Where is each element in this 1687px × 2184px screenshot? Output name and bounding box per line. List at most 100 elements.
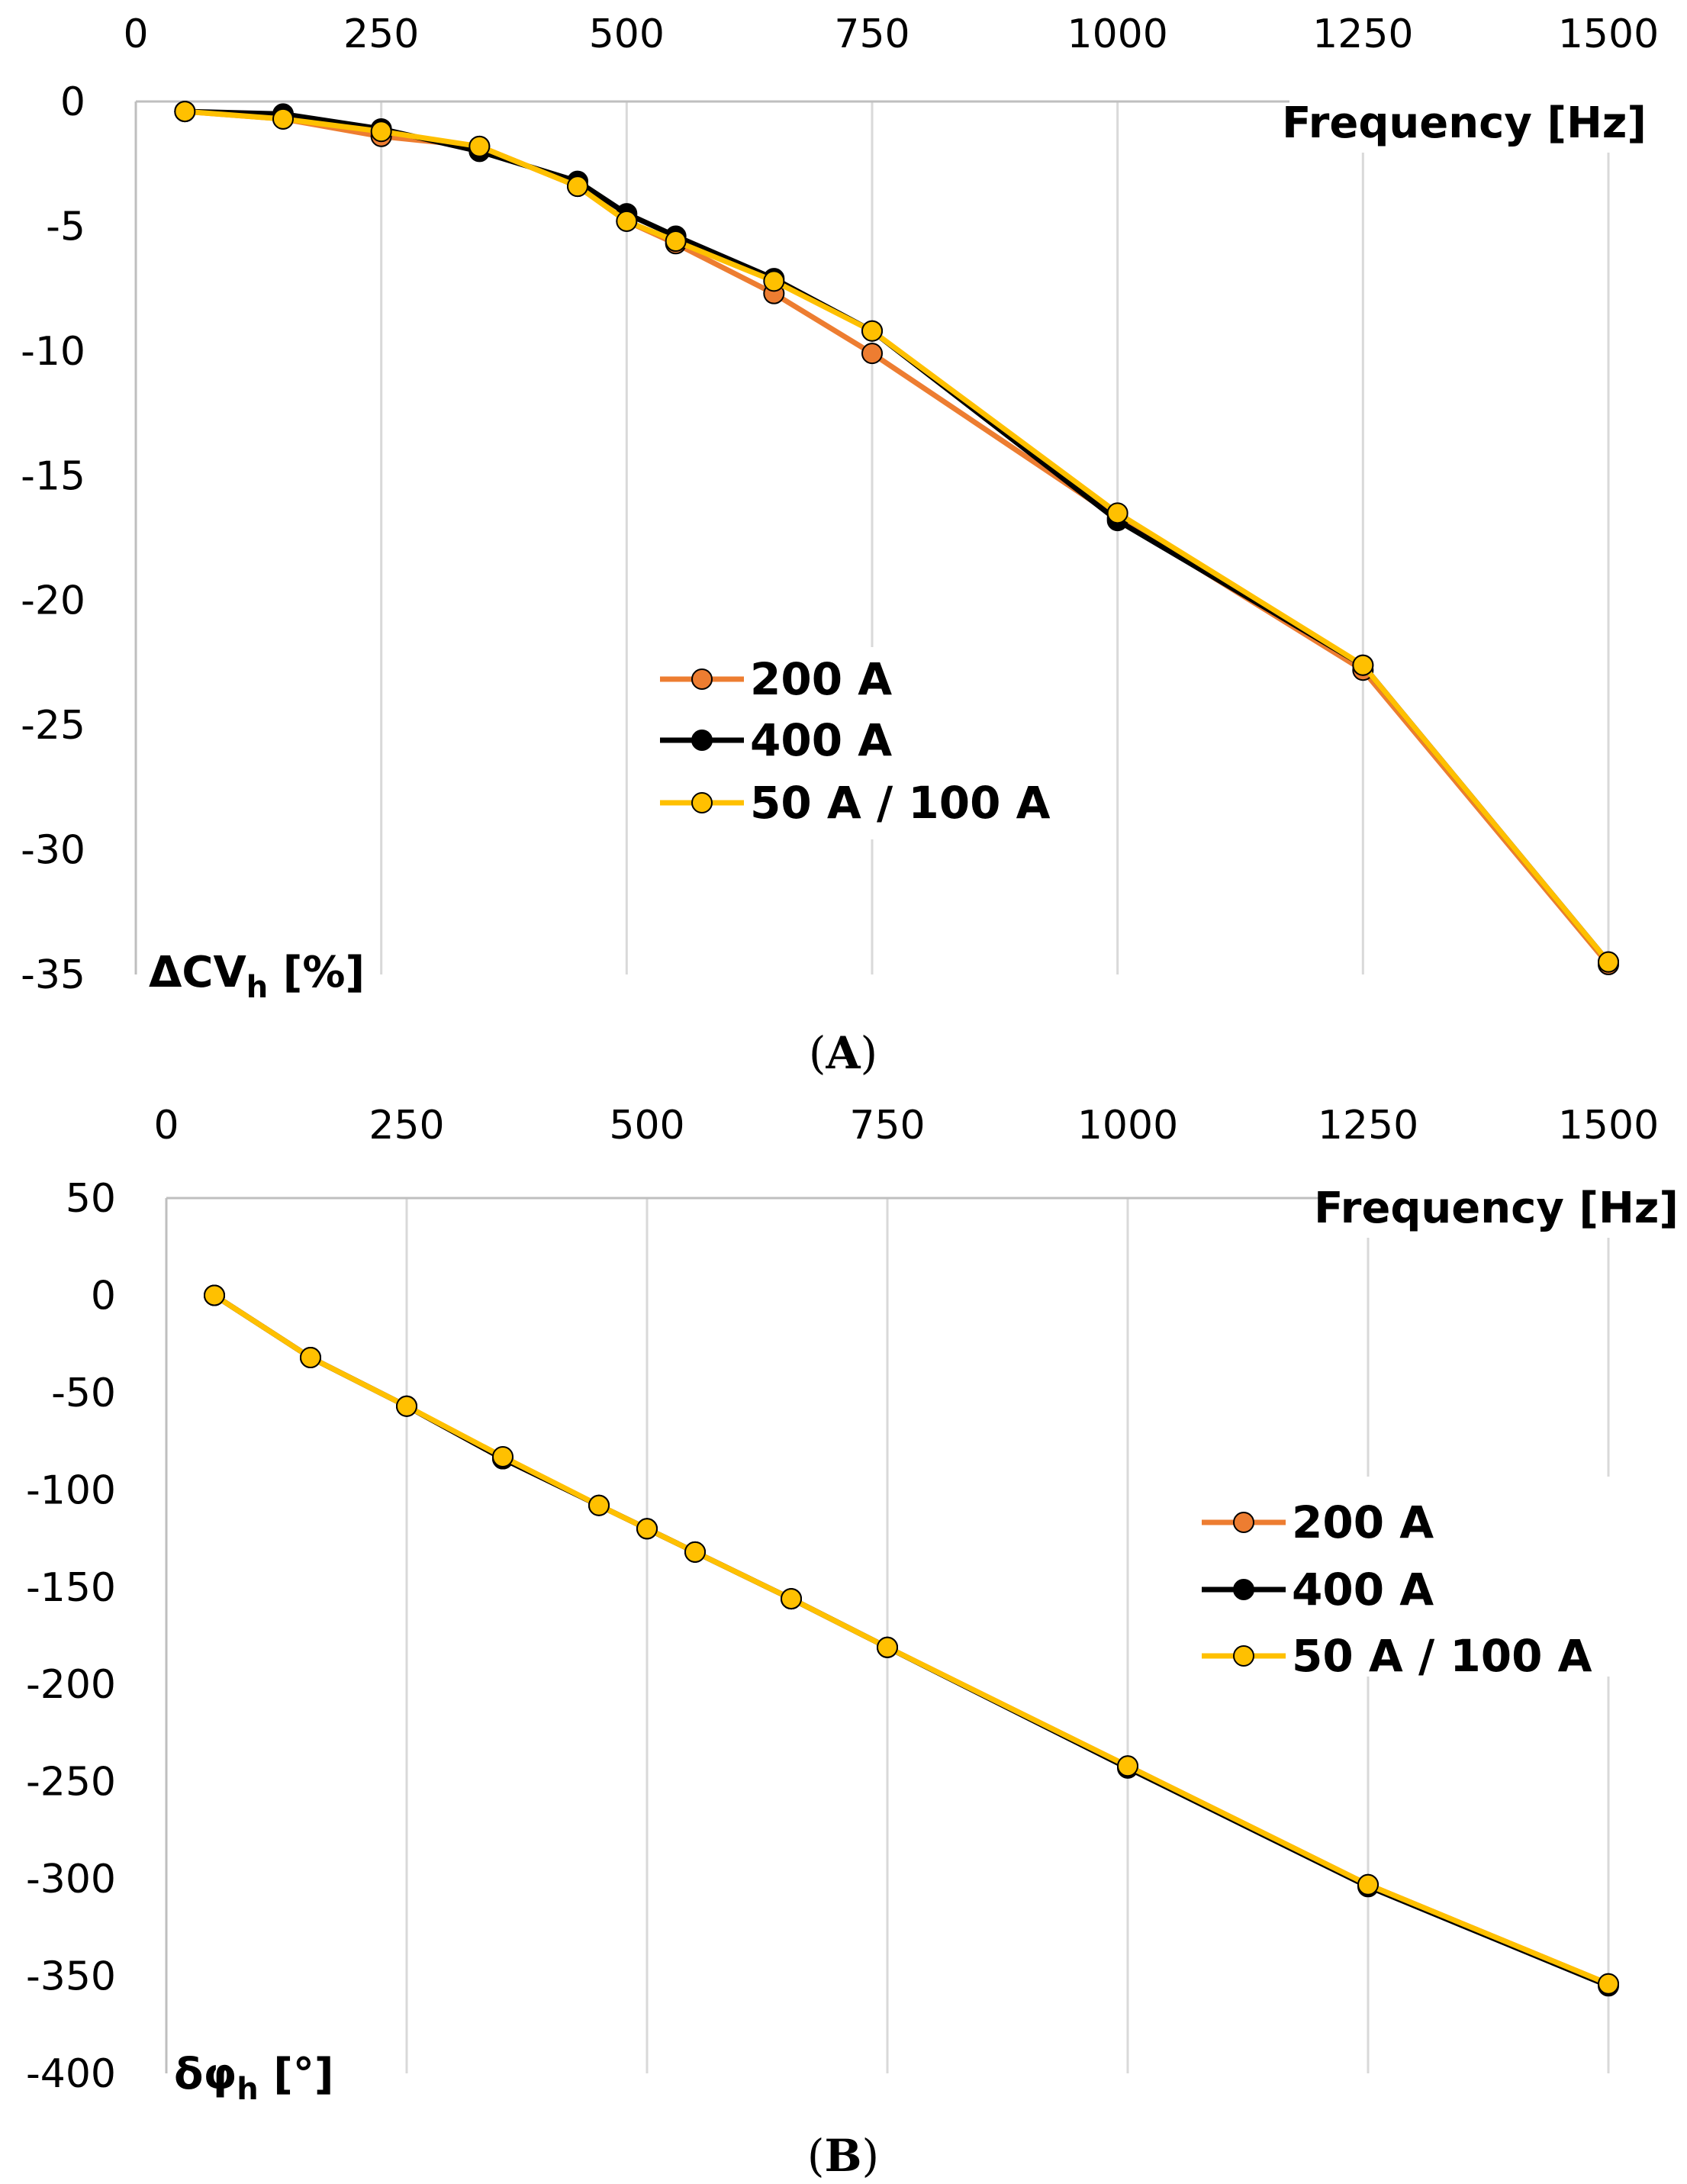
chart-b-legend-bg <box>1186 1477 1610 1677</box>
chart-b-y-ticks: 50 0 -50 -100 -150 -200 -250 -300 -350 -400 <box>26 1176 116 2097</box>
chart-b-series <box>204 1284 1619 1997</box>
chart-b-y-tick-label: 50 <box>66 1176 116 1222</box>
chart-a-data-point <box>174 101 196 123</box>
chart-a-x-axis-title-bg <box>1289 98 1663 153</box>
chart-b-caption: (B) <box>807 2130 879 2180</box>
chart-a-x-tick-label: 500 <box>589 11 665 57</box>
chart-a-data-point <box>1598 951 1619 973</box>
chart-b-x-axis-title: Frequency [Hz] <box>1314 1184 1679 1233</box>
chart-a-data-point <box>861 320 883 342</box>
chart-b-data-point <box>877 1636 898 1658</box>
legend-swatch-marker <box>1233 1512 1254 1533</box>
chart-a-x-tick-label: 750 <box>834 11 909 57</box>
chart-b-data-point <box>684 1541 706 1563</box>
legend-swatch-marker <box>1233 1579 1254 1600</box>
legend-entry-label: 200 A <box>1292 1496 1434 1548</box>
chart-a-series-line <box>185 108 1611 964</box>
chart-a-y-axis-title-main: ΔCV <box>149 948 246 997</box>
chart-a-data-point <box>272 108 294 130</box>
chart-b-y-axis-title-main: δφ <box>174 2050 237 2099</box>
chart-a-x-ticks: 0 250 500 750 1000 1250 1500 <box>123 11 1659 57</box>
chart-b-x-tick-label: 0 <box>153 1103 179 1148</box>
chart-b-x-ticks: 0 250 500 750 1000 1250 1500 <box>153 1103 1659 1148</box>
chart-b-data-point <box>781 1588 802 1610</box>
legend-entry-label: 200 A <box>750 653 892 705</box>
chart-a-x-tick-label: 1000 <box>1067 11 1167 57</box>
chart-b-y-axis-title-subscript: h <box>237 2072 258 2107</box>
chart-b-y-tick-label: -300 <box>26 1857 116 1902</box>
chart-b-data-point <box>300 1347 321 1369</box>
chart-a-y-tick-label: -10 <box>21 329 85 375</box>
chart-b-series-line <box>213 1293 1610 1986</box>
chart-a-data-point <box>567 176 588 198</box>
chart-b-y-tick-label: -200 <box>26 1662 116 1708</box>
chart-b-y-tick-label: -150 <box>26 1565 116 1611</box>
chart-a-y-tick-label: -35 <box>21 952 85 998</box>
chart-b-data-point <box>396 1395 417 1417</box>
legend-swatch-marker <box>1233 1645 1254 1667</box>
legend-swatch-marker <box>691 668 713 690</box>
chart-b-data-point <box>588 1494 610 1516</box>
chart-a-legend: 200 A 400 A 50 A / 100 A <box>645 647 1072 839</box>
chart-b-x-tick-label: 1250 <box>1318 1103 1418 1148</box>
chart-a-data-point <box>468 135 491 157</box>
chart-b-x-tick-label: 500 <box>609 1103 684 1148</box>
chart-a-y-tick-label: -30 <box>21 828 85 874</box>
chart-a-y-tick-label: -25 <box>21 703 85 749</box>
chart-b-data-point <box>1357 1873 1379 1896</box>
chart-b-data-point <box>204 1284 225 1306</box>
chart-a-y-tick-label: -15 <box>21 453 85 499</box>
chart-b-x-tick-label: 250 <box>369 1103 444 1148</box>
legend-entry-label: 400 A <box>750 714 892 766</box>
chart-a-caption-label: A <box>825 1027 861 1079</box>
chart-b-y-tick-label: -100 <box>26 1467 116 1513</box>
chart-b-y-tick-label: -350 <box>26 1954 116 2000</box>
chart-panel-b: 0 250 500 750 1000 1250 1500 500-50-100-150-20… <box>26 1103 1686 2182</box>
chart-b-data-point <box>1117 1755 1138 1777</box>
chart-a-y-ticks: 0 -5 -10 -15 -20 -25 -30 -35 <box>21 79 85 998</box>
chart-a-y-axis-title-subscript: h <box>246 970 268 1005</box>
chart-a-x-tick-label: 250 <box>343 11 419 57</box>
chart-b-data-point <box>1598 1973 1619 1995</box>
chart-a-y-tick-label: -20 <box>21 578 85 624</box>
chart-b-y-tick-label: -250 <box>26 1760 116 1806</box>
legend-entry-label: 50 A / 100 A <box>750 777 1051 829</box>
legend-swatch-marker <box>691 730 713 751</box>
chart-a-data-point <box>763 270 785 292</box>
legend-entry-label: 50 A / 100 A <box>1292 1630 1592 1682</box>
chart-a-x-tick-label: 1500 <box>1558 11 1659 57</box>
chart-a-grid <box>380 101 1610 974</box>
chart-b-y-axis-title-unit: [°] <box>259 2050 334 2099</box>
chart-a-x-tick-label: 1250 <box>1312 11 1413 57</box>
chart-b-x-tick-label: 1000 <box>1077 1103 1178 1148</box>
chart-a-data-point <box>861 343 883 365</box>
chart-a-y-axis-title-bg <box>141 940 362 1003</box>
chart-b-y-axis-title-bg <box>168 2043 340 2105</box>
chart-panel-a: 0 250 500 750 1000 1250 1500 0 -5 -10 -15 -20 -25 -3… <box>21 11 1663 1079</box>
chart-b-y-tick-label: -50 <box>51 1371 116 1416</box>
chart-a-x-tick-label: 0 <box>123 11 148 57</box>
chart-a-series <box>174 101 1619 975</box>
chart-a-y-axis-title: ΔCVh [%] <box>149 948 365 1005</box>
chart-a-y-tick-label: -5 <box>46 204 85 250</box>
chart-b-data-point <box>492 1446 514 1468</box>
chart-a-y-axis-title-unit: [%] <box>268 948 365 997</box>
chart-a-data-point <box>1106 502 1128 524</box>
chart-b-y-tick-label: 0 <box>91 1273 116 1319</box>
legend-swatch-marker <box>691 792 713 813</box>
chart-a-data-point <box>370 121 392 143</box>
chart-b-x-tick-label: 750 <box>849 1103 925 1148</box>
chart-b-x-tick-label: 1500 <box>1558 1103 1659 1148</box>
chart-a-data-point <box>616 210 638 232</box>
chart-a-data-point <box>665 230 687 253</box>
chart-b-y-axis-title: δφh [°] <box>174 2050 333 2107</box>
chart-a-x-axis-title: Frequency [Hz] <box>1282 98 1647 148</box>
chart-a-caption: (A) <box>809 1027 877 1079</box>
chart-a-data-point <box>1352 654 1374 676</box>
chart-b-y-tick-label: -400 <box>26 2051 116 2097</box>
chart-b-x-axis-title-bg <box>1320 1183 1686 1238</box>
chart-a-y-tick-label: 0 <box>60 79 85 125</box>
legend-entry-label: 400 A <box>1292 1564 1434 1615</box>
